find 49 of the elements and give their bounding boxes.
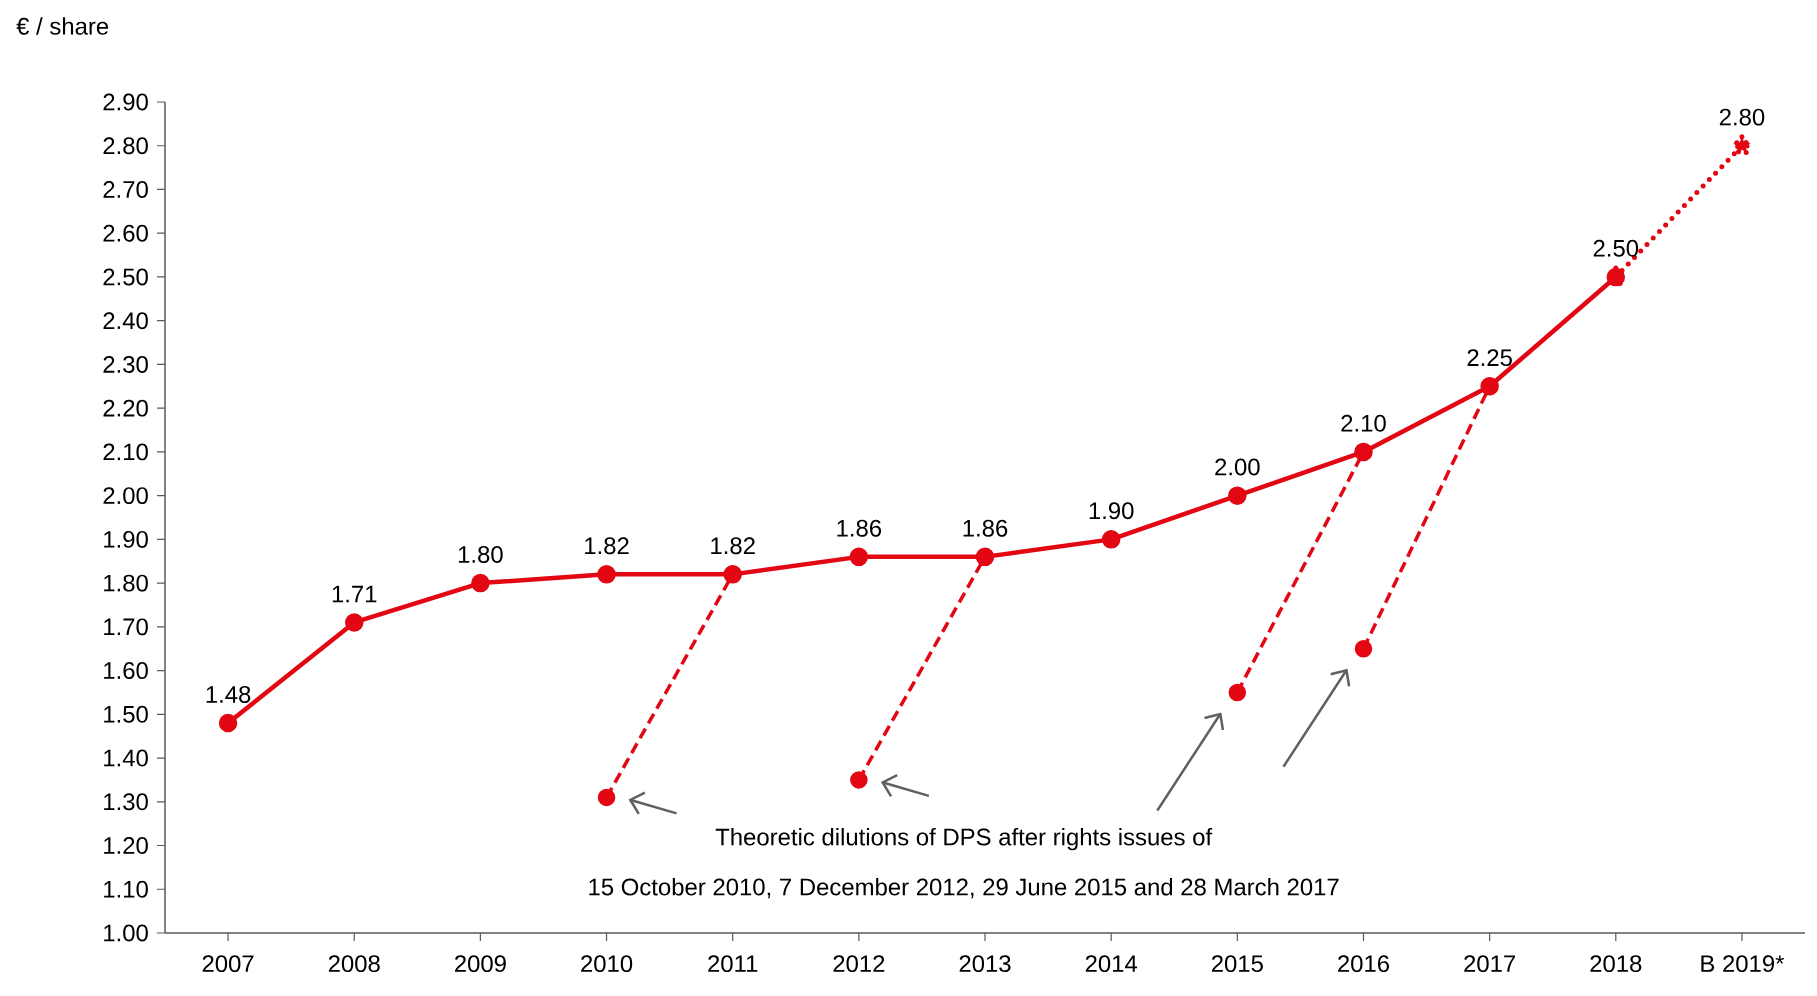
x-tick-label: 2015 bbox=[1211, 955, 1263, 973]
y-tick-label: 1.80 bbox=[104, 574, 148, 592]
y-tick-label: 2.00 bbox=[103, 487, 148, 505]
y-tick-label: 1.60 bbox=[104, 662, 148, 680]
y-tick-label: 2.20 bbox=[103, 399, 148, 417]
data-label: 2.50 bbox=[1593, 239, 1639, 257]
data-label: 1.71 bbox=[332, 585, 377, 603]
y-tick-label: 1.50 bbox=[104, 705, 148, 723]
y-tick-label: 2.80 bbox=[103, 137, 148, 155]
y-tick-label: 1.20 bbox=[104, 837, 148, 854]
data-label: 1.48 bbox=[206, 685, 251, 703]
y-tick-label: 1.70 bbox=[104, 618, 148, 636]
data-label: 1.90 bbox=[1089, 502, 1134, 520]
x-tick-label: 2016 bbox=[1338, 955, 1390, 973]
data-label: 1.86 bbox=[963, 519, 1008, 537]
y-tick-label: 2.40 bbox=[103, 312, 148, 330]
x-tick-label: 2017 bbox=[1464, 955, 1516, 973]
data-label: 2.25 bbox=[1467, 349, 1512, 367]
annotation: 15 October 2010, 7 December 2012, 29 June 2015 and 28 March 2017 bbox=[589, 877, 1339, 899]
data-label: 2.10 bbox=[1341, 414, 1386, 432]
x-tick-label: 2018 bbox=[1590, 955, 1642, 973]
y-tick-label: 2.10 bbox=[103, 443, 148, 461]
y-tick-label: 1.00 bbox=[104, 924, 148, 942]
annotation: Theoretic dilutions of DPS after rights issues of bbox=[715, 827, 1213, 851]
y-tick-label: 1.30 bbox=[104, 793, 148, 811]
x-tick-label: 2012 bbox=[833, 955, 885, 973]
data-label: 2.00 bbox=[1215, 458, 1260, 476]
data-label: 1.82 bbox=[585, 537, 629, 555]
x-tick-label: 2013 bbox=[959, 955, 1011, 973]
y-tick-label: 2.30 bbox=[103, 355, 148, 373]
y-axis-title: € / share bbox=[16, 17, 109, 35]
y-tick-label: 2.70 bbox=[103, 181, 148, 198]
x-tick-label: 2011 bbox=[708, 955, 758, 973]
y-tick-label: 2.90 bbox=[103, 93, 148, 111]
y-tick-label: 2.60 bbox=[103, 224, 148, 242]
y-tick-label: 1.40 bbox=[104, 749, 148, 767]
data-label: 2.80 bbox=[1719, 108, 1765, 126]
x-tick-label: 2007 bbox=[202, 955, 254, 973]
data-label: 1.82 bbox=[711, 537, 755, 555]
y-tick-label: 1.90 bbox=[104, 530, 148, 548]
y-tick-label: 1.10 bbox=[104, 880, 148, 898]
data-label: 1.86 bbox=[837, 519, 882, 537]
x-tick-label: 2014 bbox=[1085, 955, 1138, 973]
x-tick-label: 2009 bbox=[455, 955, 506, 973]
x-tick-label: 2010 bbox=[581, 955, 633, 973]
x-tick-label: 2008 bbox=[328, 955, 380, 973]
y-tick-label: 2.50 bbox=[103, 268, 148, 286]
data-label: 1.80 bbox=[458, 546, 503, 563]
x-tick-label: B 2019* bbox=[1701, 955, 1785, 973]
